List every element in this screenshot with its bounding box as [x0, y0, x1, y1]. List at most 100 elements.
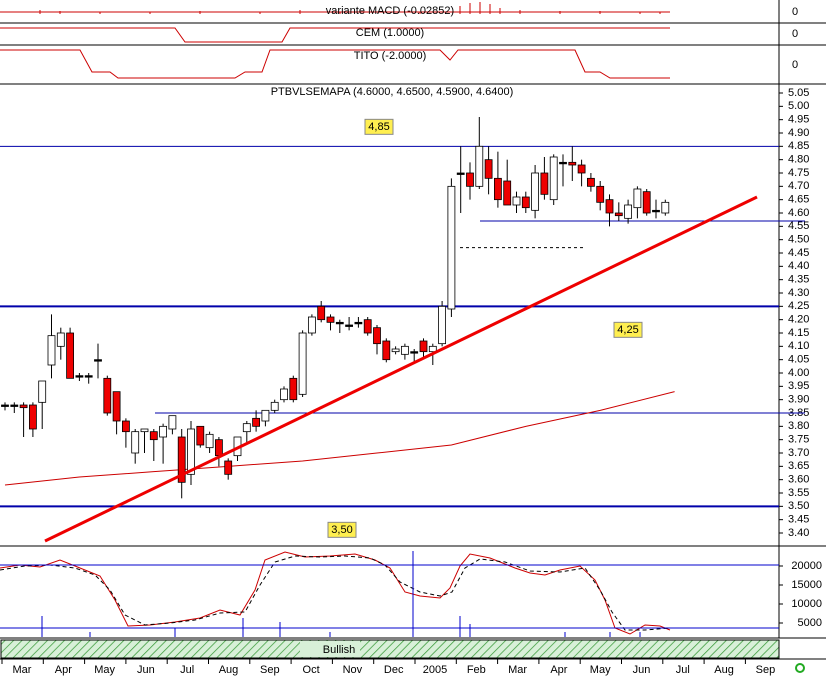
candle-body	[475, 145, 484, 187]
cem-line	[0, 27, 670, 43]
level-label: 4,85	[368, 121, 389, 133]
x-tick-label: Jul	[676, 664, 690, 676]
candle-body	[531, 172, 539, 211]
y-tick-label: 4.35	[788, 274, 809, 286]
y-tick-label: 4.00	[788, 367, 809, 379]
y-tick-label: 3.95	[788, 380, 809, 392]
y-tick-label: 4.20	[788, 314, 809, 326]
candle-body	[512, 196, 521, 206]
y-tick-label: 3.75	[788, 434, 809, 446]
x-tick-label: Mar	[508, 664, 527, 676]
y-tick-label: 4.45	[788, 247, 809, 259]
x-tick-label: Dec	[384, 664, 404, 676]
candle-body	[159, 425, 168, 438]
candle-body	[10, 404, 19, 407]
candle-body	[94, 359, 102, 362]
x-tick-label: 2005	[423, 664, 447, 676]
candle-body	[242, 423, 251, 433]
chart-title: PTBVLSEMAPA (4.6000, 4.6500, 4.5900, 4.6…	[271, 86, 514, 98]
x-tick-label: Feb	[467, 664, 486, 676]
candle-body	[354, 321, 363, 325]
candle-body	[131, 431, 140, 454]
x-tick-label: Jun	[137, 664, 155, 676]
x-tick-label: Nov	[343, 664, 363, 676]
y-tick-label: 4.30	[788, 287, 809, 299]
y-tick-label: 4.80	[788, 154, 809, 166]
y-tick-label: 4.55	[788, 220, 809, 232]
y-tick-label: 4.75	[788, 167, 809, 179]
x-tick-label: Sep	[756, 664, 776, 676]
candle-body	[140, 428, 149, 433]
stoch-d	[0, 555, 671, 631]
candle-body	[270, 401, 279, 411]
candle-body	[112, 391, 121, 422]
candle-body	[391, 348, 400, 353]
y-tick-label: 3.70	[788, 447, 809, 459]
candle-body	[577, 164, 586, 174]
candle-body	[84, 375, 93, 378]
banner-label: Bullish	[323, 644, 355, 656]
candle-body	[400, 345, 409, 355]
candle-body	[47, 335, 56, 366]
candle-body	[252, 417, 261, 427]
candle-body	[614, 212, 623, 217]
candle-body	[280, 388, 288, 401]
y-tick-label: 4.85	[788, 140, 809, 152]
tito-line	[0, 49, 670, 79]
panel-tick: 0	[792, 6, 798, 18]
banner-label-bg	[300, 641, 360, 657]
y-tick-label: 4.40	[788, 260, 809, 272]
candle-body	[19, 404, 28, 409]
y-tick-label: 3.90	[788, 394, 809, 406]
candle-body	[122, 420, 130, 433]
candle-body	[149, 431, 158, 441]
panel-title: variante MACD (-0.02852)	[326, 5, 454, 17]
candle-body	[521, 196, 530, 209]
volume-tick-label: 15000	[791, 579, 822, 591]
y-tick-label: 4.15	[788, 327, 809, 339]
candle-body	[633, 188, 642, 209]
y-tick-label: 4.25	[788, 300, 809, 312]
volume-tick-label: 10000	[791, 598, 822, 610]
candle-body	[224, 460, 233, 475]
candle-body	[168, 415, 177, 430]
candle-body	[205, 433, 214, 449]
candle-body	[652, 209, 660, 213]
x-tick-label: Jul	[180, 664, 194, 676]
level-label: 4,25	[617, 324, 638, 336]
panel-title: TITO (-2.0000)	[354, 50, 427, 62]
candle-body	[326, 316, 335, 323]
y-tick-label: 3.60	[788, 474, 809, 486]
x-tick-label: Oct	[303, 664, 320, 676]
candle-body	[549, 156, 558, 201]
level-label-bg	[364, 118, 394, 135]
y-tick-label: 5.05	[788, 87, 809, 99]
x-tick-label: Aug	[714, 664, 734, 676]
candle-body	[466, 172, 474, 187]
candle-body	[345, 324, 354, 327]
y-tick-label: 3.55	[788, 487, 809, 499]
candle-body	[196, 425, 205, 446]
candle-body	[540, 172, 549, 195]
x-tick-label: May	[94, 664, 115, 676]
level-label: 3,50	[331, 524, 352, 536]
panel-title: CEM (1.0000)	[356, 27, 424, 39]
status-dot	[795, 663, 805, 673]
candle-body	[438, 305, 447, 345]
candle-body	[187, 428, 195, 475]
candle-body	[75, 375, 84, 378]
panel-tick: 0	[792, 28, 798, 40]
candle-body	[1, 404, 9, 407]
y-tick-label: 4.10	[788, 340, 809, 352]
candle-body	[605, 199, 614, 214]
candle-body	[484, 159, 493, 179]
candle-body	[624, 204, 632, 219]
candle-body	[66, 332, 74, 379]
y-tick-label: 3.45	[788, 514, 809, 526]
candle-body	[214, 439, 223, 457]
candle-body	[28, 404, 37, 430]
stoch-k	[0, 551, 671, 635]
candle-body	[289, 377, 298, 401]
candle-body	[177, 436, 186, 483]
